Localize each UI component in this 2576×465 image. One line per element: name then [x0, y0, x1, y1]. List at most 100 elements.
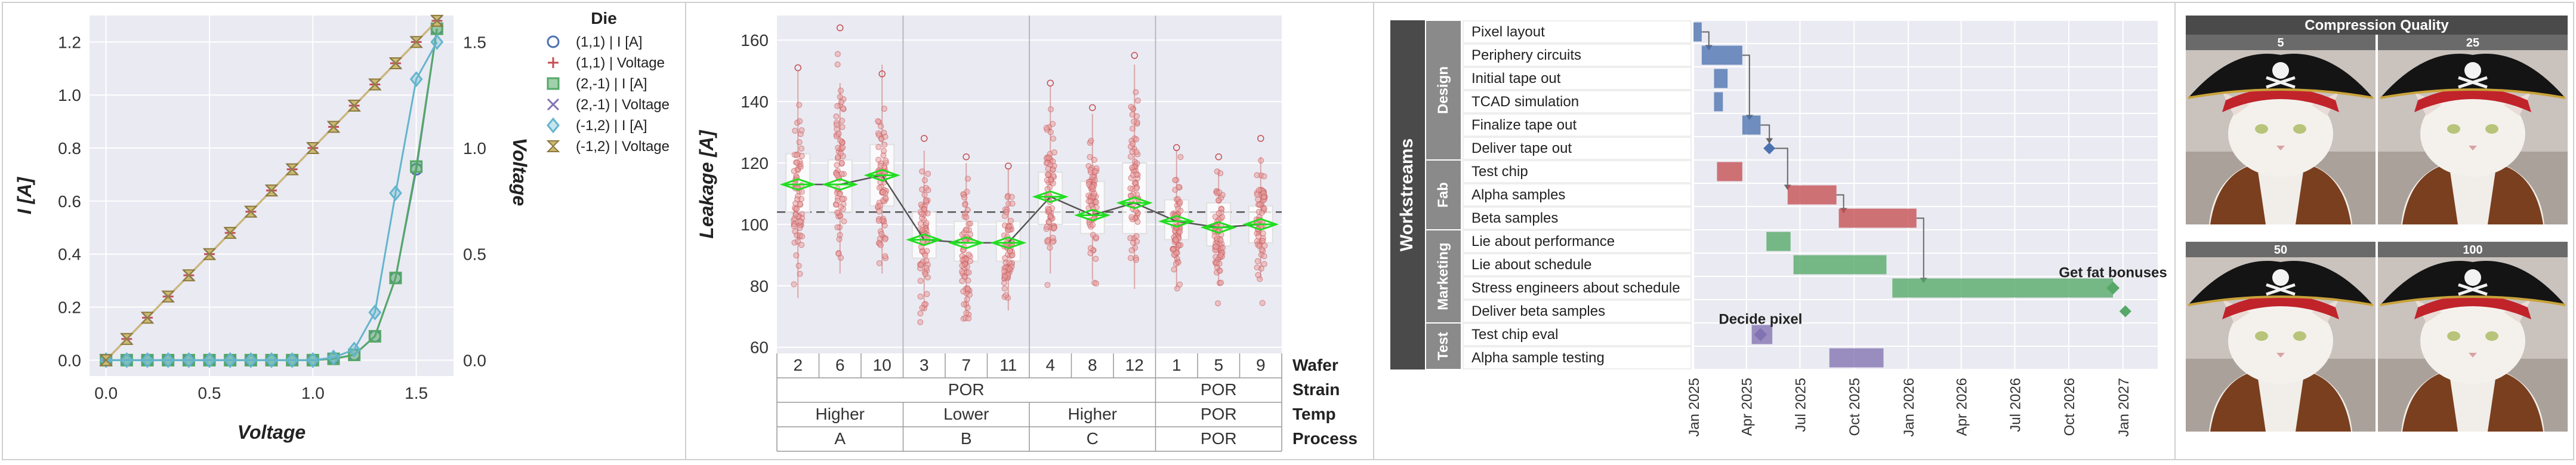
data-point: [1089, 221, 1096, 229]
data-point: [875, 144, 882, 150]
data-point: [1133, 233, 1140, 239]
x-tick-label: Jul 2026: [2007, 378, 2023, 432]
data-point: [965, 251, 972, 258]
pirate-cat-photo: [2378, 50, 2568, 224]
data-point: [1009, 200, 1016, 207]
x-axis-label: Voltage: [237, 421, 306, 443]
data-point: [963, 214, 970, 220]
data-point: [1003, 209, 1010, 215]
data-point: [306, 352, 320, 368]
task-bar: [1793, 255, 1887, 275]
legend-marker: [547, 35, 560, 48]
crossbones-icon: [2458, 283, 2488, 296]
annotation-text: Decide pixel: [1719, 312, 1802, 328]
image-label: 100: [2463, 244, 2482, 257]
data-point: [1093, 199, 1100, 205]
data-point: [161, 290, 175, 303]
data-point: [389, 185, 402, 201]
data-point: [839, 118, 846, 124]
group-label: POR: [1201, 405, 1237, 423]
dependency-connector: [1701, 31, 1710, 49]
group-label: A: [834, 429, 846, 448]
crossbones-icon: [2458, 76, 2488, 89]
outlier-point: [1215, 153, 1222, 161]
data-point: [1093, 234, 1100, 241]
data-point: [1047, 244, 1053, 251]
cat-eye-left: [2447, 331, 2460, 341]
image-label: 50: [2274, 244, 2287, 257]
leakage-chart: 60 80 100 120 140 160 Leakage [A] 2 6 10 3 7 11 4 8 12 1…: [696, 16, 1358, 452]
data-point: [876, 260, 883, 267]
data-point: [409, 71, 423, 87]
data-point: [798, 242, 805, 248]
data-point: [1007, 248, 1013, 254]
task-name: Test chip eval: [1471, 327, 1558, 343]
data-point: [243, 205, 258, 218]
workstreams-label: Workstreams: [1397, 138, 1417, 252]
group-name: Design: [1435, 66, 1451, 114]
y-tick-label: 0.8: [58, 139, 81, 158]
skull-icon: [2464, 62, 2481, 79]
data-point: [797, 118, 803, 125]
data-point: [877, 162, 884, 169]
data-point: [264, 184, 279, 197]
data-point: [924, 210, 931, 217]
data-point: [1258, 157, 1264, 164]
data-point: [1091, 190, 1097, 197]
group-label: 4: [1045, 356, 1055, 374]
legend-title: Die: [591, 9, 617, 27]
image-label-bar: [2378, 242, 2568, 257]
data-point: [918, 261, 924, 269]
data-point: [1008, 193, 1015, 201]
group-label: POR: [1201, 380, 1237, 399]
data-point: [1134, 218, 1141, 225]
outlier-point: [1131, 52, 1138, 59]
data-point: [1254, 264, 1260, 271]
group-name: Marketing: [1435, 242, 1451, 310]
data-point: [1129, 125, 1136, 132]
data-point: [1255, 196, 1261, 203]
x-tick-label: Jan 2027: [2116, 378, 2132, 437]
panel-images-border: [2174, 2, 2574, 460]
task-name-cell: [1463, 276, 1692, 300]
cat-eye-right: [2485, 124, 2498, 134]
data-point: [141, 352, 154, 368]
data-point: [967, 220, 973, 227]
task-name-cell: [1463, 346, 1692, 369]
data-point: [1214, 300, 1221, 307]
data-point: [1133, 257, 1139, 263]
data-point: [1001, 279, 1008, 287]
data-point: [877, 242, 884, 248]
data-point: [834, 61, 841, 68]
data-point: [959, 262, 965, 269]
data-point: [923, 197, 929, 204]
data-point: [882, 253, 889, 260]
data-point: [834, 51, 841, 57]
cat-eye-left: [2447, 124, 2460, 134]
group-name: Test: [1435, 332, 1451, 361]
data-point: [1171, 266, 1177, 273]
data-point: [389, 272, 402, 285]
group-label: Higher: [816, 405, 865, 423]
data-point: [1002, 273, 1008, 280]
vest-right: [2296, 164, 2351, 224]
data-point: [833, 113, 840, 120]
group-row-title: Process: [1292, 429, 1358, 448]
task-name-cell: [1463, 207, 1692, 230]
data-point: [918, 211, 925, 217]
data-point: [430, 14, 444, 27]
data-point: [1046, 207, 1053, 213]
data-point: [880, 189, 886, 196]
data-point: [1089, 174, 1096, 180]
y-tick-label: 0.0: [58, 351, 81, 369]
data-point: [834, 209, 841, 215]
data-point: [965, 269, 972, 276]
data-point: [1216, 260, 1223, 267]
legend-marker: [546, 140, 560, 152]
data-point: [1128, 103, 1134, 110]
dependency-connector: [1769, 147, 1788, 189]
outlier-point: [1089, 104, 1096, 112]
data-point: [1051, 224, 1057, 232]
data-point: [882, 195, 889, 201]
image-label-bar: [2378, 35, 2568, 50]
